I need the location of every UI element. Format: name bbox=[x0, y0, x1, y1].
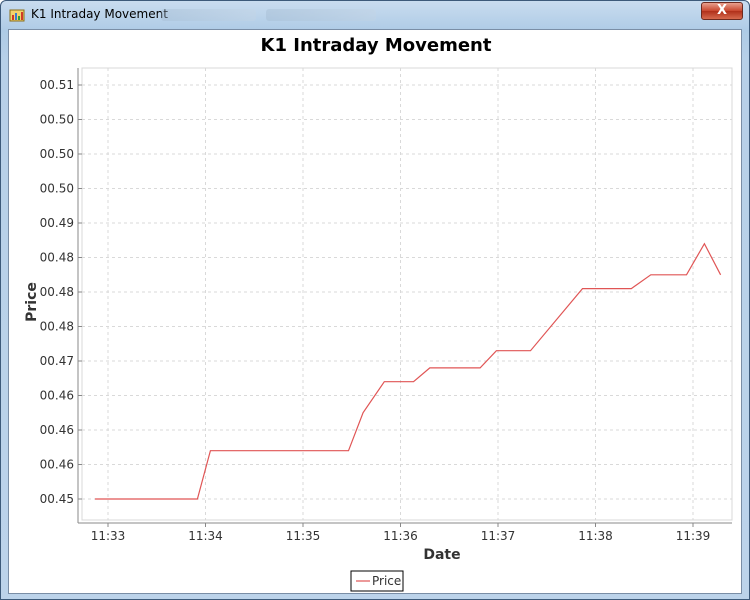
x-tick-label: 11:35 bbox=[286, 529, 321, 543]
x-tick-label: 11:36 bbox=[383, 529, 418, 543]
chart-panel: K1 Intraday Movement 00.45 00.46 00.46 00.46… bbox=[8, 29, 742, 594]
y-tick-label: 00.46 bbox=[40, 389, 74, 403]
line-chart: K1 Intraday Movement 00.45 00.46 00.46 00.46… bbox=[24, 35, 733, 592]
y-tick-label: 00.48 bbox=[40, 251, 74, 265]
y-tick-label: 00.48 bbox=[40, 285, 74, 299]
x-tick-label: 11:33 bbox=[91, 529, 126, 543]
legend: Price bbox=[350, 570, 404, 592]
y-axis-label: Price bbox=[24, 282, 40, 322]
close-button[interactable]: X bbox=[701, 2, 743, 20]
grid-lines bbox=[81, 67, 733, 521]
chart-title: K1 Intraday Movement bbox=[261, 35, 492, 56]
x-tick-label: 11:39 bbox=[676, 529, 711, 543]
legend-box bbox=[350, 570, 404, 592]
plot-area bbox=[81, 67, 733, 521]
y-tick-label: 00.46 bbox=[40, 423, 74, 437]
labels-layer: K1 Intraday Movement 00.45 00.46 00.46 00.46… bbox=[24, 35, 711, 592]
axes bbox=[77, 68, 732, 527]
chart-app-icon bbox=[9, 9, 25, 22]
x-axis-label: Date bbox=[423, 547, 460, 563]
y-tick-label: 00.45 bbox=[40, 492, 74, 506]
y-tick-label: 00.47 bbox=[40, 354, 74, 368]
y-tick-label: 00.50 bbox=[40, 182, 74, 196]
y-tick-label: 00.46 bbox=[40, 458, 74, 472]
window-title: K1 Intraday Movement bbox=[31, 7, 168, 21]
x-tick-label: 11:37 bbox=[481, 529, 516, 543]
y-tick-label: 00.51 bbox=[40, 78, 74, 92]
y-tick-label: 00.48 bbox=[40, 320, 74, 334]
background-window-tabs bbox=[161, 9, 381, 23]
x-tick-label: 11:34 bbox=[188, 529, 223, 543]
series-layer bbox=[94, 242, 722, 500]
y-tick-label: 00.50 bbox=[40, 147, 74, 161]
title-bar[interactable]: K1 Intraday Movement X bbox=[1, 1, 749, 29]
y-tick-label: 00.49 bbox=[40, 216, 74, 230]
x-tick-label: 11:38 bbox=[578, 529, 613, 543]
close-icon: X bbox=[716, 3, 728, 18]
legend-label: Price bbox=[372, 574, 401, 588]
y-tick-label: 00.50 bbox=[40, 113, 74, 127]
